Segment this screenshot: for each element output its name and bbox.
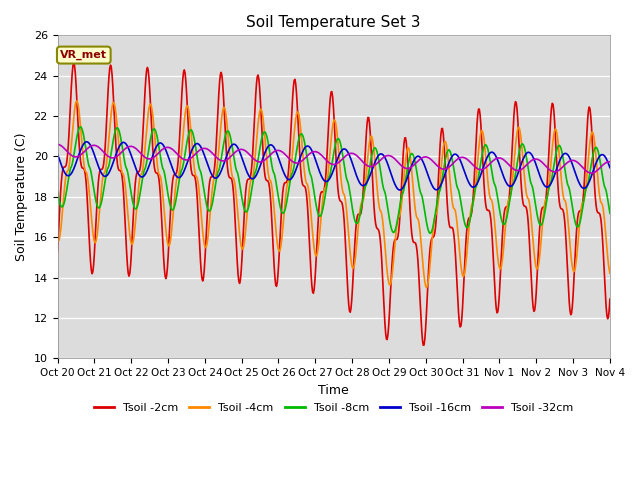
X-axis label: Time: Time [318, 384, 349, 396]
Tsoil -16cm [396, 187, 404, 193]
Tsoil -8cm [77, 124, 84, 130]
Tsoil -2cm [70, 60, 77, 66]
Y-axis label: Soil Temperature (C): Soil Temperature (C) [15, 132, 28, 261]
Tsoil -2cm [606, 296, 614, 302]
Tsoil -4cm [606, 270, 614, 276]
Tsoil -32cm [206, 148, 214, 154]
Tsoil -8cm [122, 161, 129, 167]
Tsoil -2cm [54, 249, 61, 254]
Tsoil -2cm [63, 153, 71, 158]
Tsoil -16cm [606, 165, 614, 170]
Tsoil -16cm [54, 151, 61, 157]
Tsoil -4cm [177, 154, 185, 159]
Tsoil -2cm [207, 175, 214, 181]
Tsoil -4cm [54, 237, 61, 243]
Tsoil -16cm [83, 139, 91, 144]
Tsoil -2cm [122, 220, 129, 226]
Tsoil -4cm [207, 207, 214, 213]
Tsoil -32cm [588, 170, 595, 176]
Tsoil -16cm [63, 173, 71, 179]
Tsoil -8cm [402, 177, 410, 183]
Tsoil -32cm [401, 165, 409, 171]
Tsoil -32cm [63, 149, 71, 155]
Tsoil -16cm [177, 173, 185, 179]
Line: Tsoil -32cm: Tsoil -32cm [58, 144, 610, 173]
Tsoil -32cm [54, 142, 61, 147]
Tsoil -2cm [402, 135, 410, 141]
Tsoil -4cm [422, 285, 430, 290]
Tsoil -8cm [63, 182, 71, 188]
Line: Tsoil -4cm: Tsoil -4cm [58, 101, 610, 288]
Tsoil -32cm [417, 156, 425, 161]
Tsoil -32cm [120, 146, 128, 152]
Tsoil -2cm [177, 103, 185, 108]
Tsoil -4cm [63, 168, 71, 174]
Title: Soil Temperature Set 3: Soil Temperature Set 3 [246, 15, 421, 30]
Tsoil -4cm [122, 182, 129, 188]
Tsoil -8cm [54, 189, 61, 194]
Tsoil -16cm [419, 158, 426, 164]
Tsoil -32cm [177, 155, 184, 160]
Tsoil -8cm [207, 207, 214, 213]
Line: Tsoil -2cm: Tsoil -2cm [58, 63, 610, 345]
Tsoil -8cm [426, 230, 434, 236]
Tsoil -16cm [122, 140, 129, 146]
Tsoil -8cm [606, 210, 614, 216]
Tsoil -8cm [418, 192, 426, 198]
Text: VR_met: VR_met [60, 50, 108, 60]
Tsoil -8cm [177, 168, 185, 174]
Line: Tsoil -16cm: Tsoil -16cm [58, 142, 610, 190]
Tsoil -16cm [207, 169, 214, 175]
Tsoil -4cm [402, 157, 410, 163]
Tsoil -4cm [418, 247, 426, 252]
Tsoil -4cm [73, 98, 81, 104]
Tsoil -2cm [419, 342, 427, 348]
Tsoil -2cm [418, 327, 426, 333]
Legend: Tsoil -2cm, Tsoil -4cm, Tsoil -8cm, Tsoil -16cm, Tsoil -32cm: Tsoil -2cm, Tsoil -4cm, Tsoil -8cm, Tsoi… [90, 398, 578, 417]
Tsoil -16cm [403, 178, 410, 183]
Tsoil -32cm [606, 159, 614, 165]
Line: Tsoil -8cm: Tsoil -8cm [58, 127, 610, 233]
